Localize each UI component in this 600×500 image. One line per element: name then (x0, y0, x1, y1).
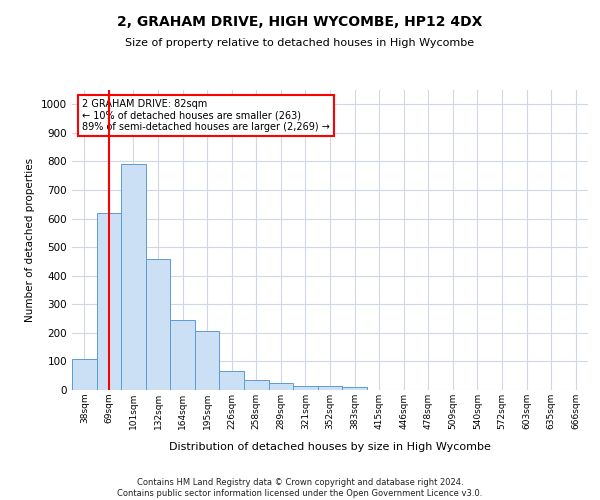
Bar (342, 387, 367, 390)
Text: Contains HM Land Registry data © Crown copyright and database right 2024.
Contai: Contains HM Land Registry data © Crown c… (118, 478, 482, 498)
Text: 2 GRAHAM DRIVE: 82sqm
← 10% of detached houses are smaller (263)
89% of semi-det: 2 GRAHAM DRIVE: 82sqm ← 10% of detached … (82, 99, 330, 132)
Bar (146, 258, 170, 390)
Y-axis label: Number of detached properties: Number of detached properties (25, 158, 35, 322)
Text: Distribution of detached houses by size in High Wycombe: Distribution of detached houses by size … (169, 442, 491, 452)
Bar (170, 320, 195, 390)
Bar (220, 372, 244, 390)
Bar (195, 332, 220, 390)
Bar (293, 386, 318, 390)
Bar (72, 358, 97, 390)
Text: 2, GRAHAM DRIVE, HIGH WYCOMBE, HP12 4DX: 2, GRAHAM DRIVE, HIGH WYCOMBE, HP12 4DX (118, 15, 482, 29)
Bar (269, 383, 293, 390)
Bar (244, 380, 269, 390)
Bar (121, 164, 146, 390)
Bar (97, 213, 121, 390)
Bar (318, 386, 342, 390)
Text: Size of property relative to detached houses in High Wycombe: Size of property relative to detached ho… (125, 38, 475, 48)
